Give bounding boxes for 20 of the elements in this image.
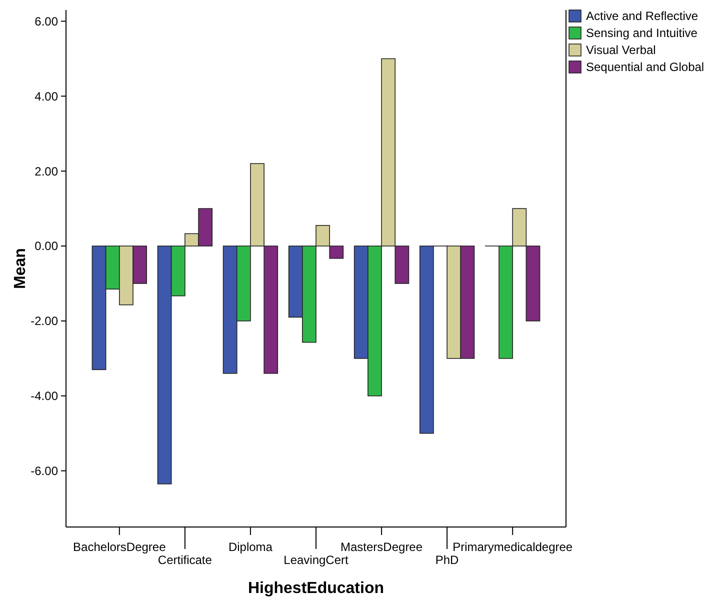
x-tick-label: Certificate bbox=[158, 553, 212, 567]
legend-label: Visual Verbal bbox=[586, 43, 656, 58]
y-axis-title: Mean bbox=[12, 248, 29, 289]
x-axis-title: HighestEducation bbox=[248, 580, 384, 597]
y-tick-label: -6.00 bbox=[30, 464, 58, 478]
y-tick-label: 2.00 bbox=[34, 164, 58, 178]
y-tick-label: 6.00 bbox=[34, 14, 58, 28]
x-tick-label: PhD bbox=[435, 553, 460, 567]
y-tick-label: 0.00 bbox=[34, 239, 58, 254]
legend-label: Sequential and Global bbox=[586, 60, 704, 74]
x-tick-label: MastersDegree bbox=[340, 540, 423, 554]
y-tick-label: 4.00 bbox=[34, 89, 58, 104]
x-tick-label: LeavingCert bbox=[284, 553, 350, 567]
y-tick-label: -2.00 bbox=[30, 314, 58, 328]
x-tick-label: BachelorsDegree bbox=[73, 540, 166, 554]
legend-label: Sensing and Intuitive bbox=[586, 26, 698, 40]
x-tick-label: Diploma bbox=[228, 540, 273, 554]
y-tick-label: -4.00 bbox=[30, 389, 58, 404]
legend-label: Active and Reflective bbox=[586, 9, 698, 24]
x-tick-label: Primarymedicaldegree bbox=[452, 540, 573, 554]
